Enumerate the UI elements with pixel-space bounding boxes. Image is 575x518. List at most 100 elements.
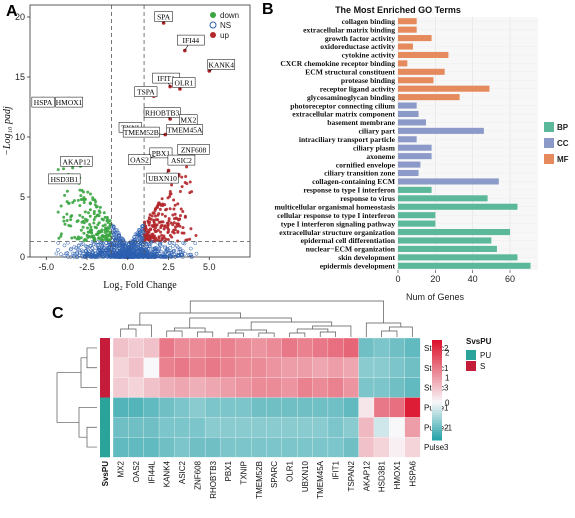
gene-label: RHOBTB3 (145, 109, 179, 118)
point-ns (153, 246, 158, 250)
point-down (85, 219, 89, 223)
point-down (63, 222, 67, 226)
point-ns (128, 246, 133, 250)
heatmap-cell (174, 397, 191, 418)
point-up (153, 214, 157, 218)
point-down (76, 219, 80, 223)
dendrogram-branch (289, 332, 306, 337)
point-up (161, 220, 165, 224)
heatmap-cell (327, 357, 344, 379)
go-bar (398, 254, 518, 261)
go-legend-swatch (544, 154, 554, 164)
heatmap-column-label: OAS2 (132, 460, 141, 482)
colorbar-step (432, 392, 442, 396)
heatmap-cell (128, 337, 145, 359)
point-down (88, 214, 92, 218)
go-bar (398, 43, 413, 50)
go-bar (398, 60, 408, 67)
point-down (80, 220, 84, 224)
go-grid (397, 17, 538, 270)
point-ns (180, 250, 185, 255)
point-ns (74, 246, 78, 251)
colorbar-step (432, 365, 442, 368)
heatmap-cell (297, 377, 314, 398)
point-ns (157, 246, 161, 251)
heatmap-cell (358, 377, 375, 398)
heatmap-cell (358, 437, 375, 458)
heatmap-column-label: RHOBTB3 (209, 460, 218, 498)
heatmap-cell (389, 437, 406, 458)
go-category-label: glycosaminoglycan binding (307, 93, 395, 102)
point-down (67, 223, 71, 227)
annotation-bar: SvsPU (100, 338, 110, 486)
colorbar-step (432, 427, 442, 431)
heatmap-cell (343, 417, 360, 438)
point-up (180, 185, 184, 189)
gene-labels: SPAIFI44KANK4IFIT1OLR1TSPARHOBTB3MX2TXNI… (31, 11, 236, 185)
colorbar-step (432, 357, 442, 361)
point-up (154, 225, 158, 229)
point-up (179, 207, 183, 211)
point-ns (89, 243, 93, 248)
heatmap-cell (128, 377, 145, 398)
point-down (93, 225, 97, 229)
point-up (168, 233, 172, 237)
heatmap-cell (327, 337, 344, 359)
point-down (79, 194, 83, 198)
point-down (67, 201, 71, 205)
point-down (94, 200, 98, 204)
heatmap-cell (174, 357, 191, 379)
point-down (69, 215, 73, 219)
heatmap-cell (266, 377, 283, 398)
point-up (172, 207, 176, 211)
y-tick-label: 15 (15, 72, 25, 82)
point-down (103, 228, 107, 232)
colorbar-step (432, 342, 442, 346)
go-bars (398, 18, 531, 269)
point-ns (84, 244, 88, 249)
point-ns (90, 246, 95, 251)
point-up (157, 220, 161, 224)
point-ns (101, 245, 106, 250)
gene-label-box (146, 172, 179, 184)
point-down (86, 226, 90, 230)
heatmap-cell (128, 417, 145, 438)
go-bar (398, 153, 432, 160)
heatmap-cell (266, 437, 283, 458)
go-bar (398, 127, 484, 134)
point-ns (122, 244, 127, 249)
point-up (154, 207, 158, 211)
point-ns (107, 245, 112, 250)
heatmap-cell (220, 437, 237, 458)
heatmap-cell (220, 397, 237, 418)
annotation-cell (100, 417, 110, 438)
point-ns (126, 246, 131, 250)
heatmap-cell (128, 397, 145, 418)
heatmap-cell (389, 397, 406, 418)
heatmap-cell (404, 357, 421, 379)
dendrogram-branch (86, 426, 97, 448)
point-ns (112, 243, 117, 248)
point-down (79, 228, 83, 232)
colorbar-step (432, 400, 442, 403)
heatmap-cell (158, 437, 175, 458)
legend-title: SvsPU (466, 337, 492, 346)
point-down (70, 236, 74, 240)
point-ns (171, 243, 175, 248)
point-up (173, 203, 177, 207)
point-ns (79, 248, 84, 253)
heatmap-cell (373, 417, 390, 438)
y-tick-label: 5 (20, 192, 25, 202)
heatmap-cell (174, 417, 191, 438)
point-down (76, 235, 80, 239)
point-ns (167, 241, 172, 245)
point-ns (110, 253, 115, 257)
go-bar (398, 77, 434, 84)
point-down (96, 232, 100, 236)
point-up (154, 229, 158, 233)
colorbar-step (432, 437, 442, 441)
heatmap-cell (281, 377, 298, 398)
gene-label: ASIC2 (171, 156, 192, 165)
heatmap-cell (327, 377, 344, 398)
heatmap-cell (220, 357, 237, 379)
